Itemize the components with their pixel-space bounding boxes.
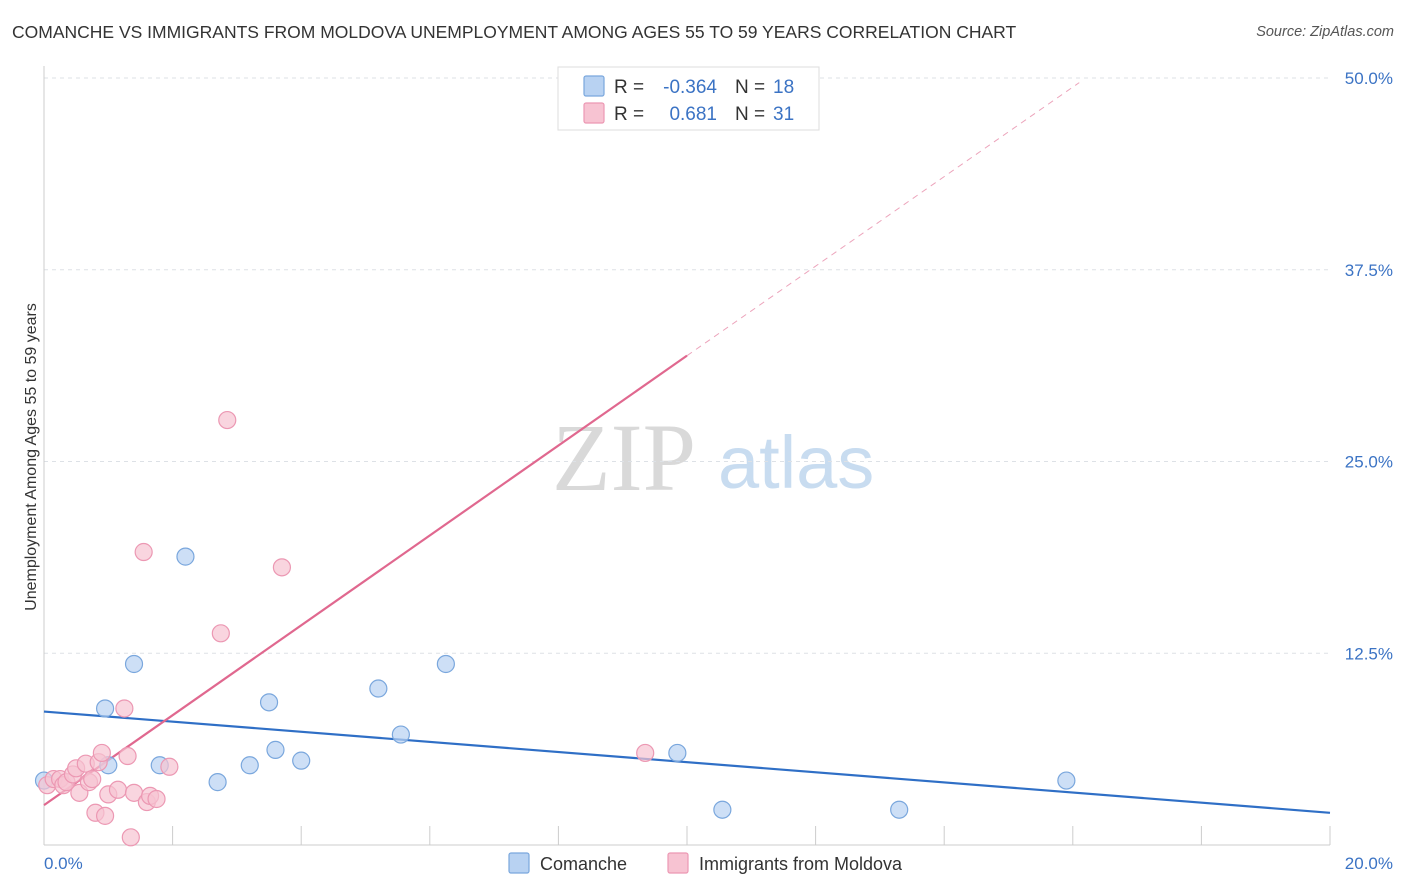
y-tick-label-1: 25.0% <box>1345 453 1393 472</box>
data-point-blue-14 <box>668 743 687 763</box>
data-point-pink-14 <box>95 806 115 825</box>
chart-source: Source: ZipAtlas.com <box>1256 24 1394 40</box>
data-point-blue-7 <box>240 756 259 775</box>
data-point-blue-12 <box>391 725 410 744</box>
legend-r-label-moldova: R = <box>614 104 644 125</box>
series-legend: Comanche Immigrants from Moldova <box>508 852 903 874</box>
legend-n-value-comanche: 18 <box>773 77 794 98</box>
legend-r-value-moldova: 0.681 <box>669 104 717 125</box>
data-point-pink-21 <box>134 542 153 562</box>
data-point-pink-29 <box>636 743 655 763</box>
correlation-legend: R = -0.364 N = 18 R = 0.681 N = 31 <box>557 66 820 131</box>
x-tick-label-1: 20.0% <box>1345 854 1393 873</box>
data-point-blue-16 <box>890 800 909 819</box>
watermark: ZIP atlas <box>552 404 874 511</box>
legend-r-label-comanche: R = <box>614 77 644 98</box>
series-legend-swatch-comanche <box>508 852 530 874</box>
data-point-pink-18 <box>118 746 137 766</box>
axes <box>43 66 1331 846</box>
data-point-blue-10 <box>292 751 311 770</box>
data-points <box>34 67 1076 847</box>
trend-lines <box>43 82 1331 814</box>
legend-swatch-moldova <box>583 102 605 124</box>
legend-n-value-moldova: 31 <box>773 104 794 125</box>
y-tick-label-3: 50.0% <box>1345 69 1393 88</box>
data-point-blue-9 <box>266 740 285 759</box>
data-point-blue-17 <box>1057 771 1076 790</box>
data-point-pink-17 <box>115 699 134 718</box>
data-point-blue-6 <box>208 773 227 792</box>
data-point-blue-11 <box>369 679 388 698</box>
data-point-blue-15 <box>713 800 732 819</box>
data-point-pink-26 <box>211 624 230 643</box>
trend-line-pink <box>43 354 688 807</box>
data-point-pink-28 <box>272 558 292 577</box>
grid-lines <box>44 77 1330 654</box>
watermark-zip: ZIP <box>552 404 696 511</box>
data-point-blue-1 <box>95 699 115 718</box>
series-legend-label-comanche: Comanche <box>540 854 627 874</box>
series-legend-swatch-moldova <box>667 852 689 874</box>
legend-n-label-comanche: N = <box>735 77 765 98</box>
tick-labels: 12.5% 25.0% 37.5% 50.0% 0.0% 20.0% <box>44 69 1393 873</box>
legend-r-value-comanche: -0.364 <box>663 77 717 98</box>
chart-title: COMANCHE VS IMMIGRANTS FROM MOLDOVA UNEM… <box>12 22 1017 42</box>
trend-line-blue <box>43 710 1331 814</box>
data-point-pink-10 <box>83 769 102 789</box>
data-point-blue-3 <box>124 654 144 674</box>
data-point-pink-25 <box>160 757 179 776</box>
data-point-blue-13 <box>436 654 455 674</box>
data-point-blue-5 <box>176 547 195 566</box>
watermark-atlas: atlas <box>718 421 874 504</box>
data-point-pink-19 <box>121 828 140 847</box>
y-tick-label-2: 37.5% <box>1345 261 1393 280</box>
x-tick-label-0: 0.0% <box>44 854 83 873</box>
legend-swatch-comanche <box>583 75 605 97</box>
data-point-blue-8 <box>259 693 279 712</box>
data-point-pink-27 <box>218 410 237 430</box>
y-axis-title: Unemployment Among Ages 55 to 59 years <box>23 303 40 611</box>
y-tick-label-0: 12.5% <box>1345 644 1393 663</box>
data-point-pink-16 <box>108 780 128 799</box>
data-point-pink-13 <box>92 743 111 763</box>
series-legend-label-moldova: Immigrants from Moldova <box>699 854 903 874</box>
data-point-pink-24 <box>147 789 166 809</box>
legend-n-label-moldova: N = <box>735 104 765 125</box>
trend-line-extension-pink <box>686 82 1080 357</box>
